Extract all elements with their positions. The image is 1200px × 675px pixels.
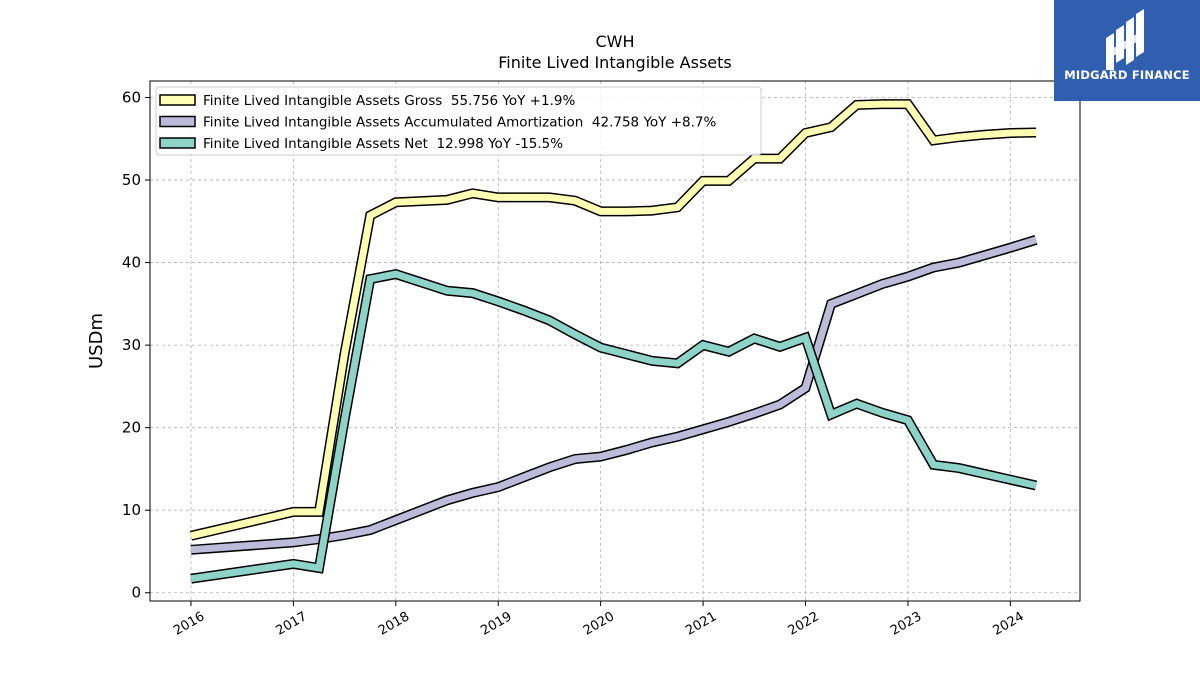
y-tick-label: 50 <box>122 171 141 189</box>
legend-label-2: Finite Lived Intangible Assets Net 12.99… <box>203 136 563 152</box>
x-tick-label: 2024 <box>991 609 1027 639</box>
series-outline-0 <box>189 99 1037 541</box>
y-tick-label: 0 <box>131 584 141 602</box>
x-tick-label: 2018 <box>376 609 412 639</box>
series-line-0 <box>190 100 1037 540</box>
legend-box <box>155 86 762 156</box>
y-tick-label: 10 <box>122 501 141 519</box>
chart-title: CWH <box>595 32 634 51</box>
logo-text: MIDGARD FINANCE <box>1064 68 1190 82</box>
plot-frame <box>149 80 1081 602</box>
x-tick-label: 2016 <box>171 609 207 639</box>
legend: Finite Lived Intangible Assets Gross 55.… <box>155 86 762 156</box>
y-tick-label: 40 <box>122 254 141 272</box>
x-tick-label: 2023 <box>888 609 924 639</box>
legend-swatch-0 <box>159 94 196 106</box>
x-tick-label: 2022 <box>786 609 822 639</box>
y-tick-label: 60 <box>122 89 141 107</box>
legend-label-0: Finite Lived Intangible Assets Gross 55.… <box>203 93 575 109</box>
series-line-2 <box>190 270 1037 583</box>
x-tick-label: 2021 <box>683 609 719 639</box>
x-tick-label: 2020 <box>581 609 617 639</box>
y-tick-label: 20 <box>122 419 141 437</box>
x-tick-label: 2017 <box>274 609 310 639</box>
y-axis-label: USDm <box>86 313 107 369</box>
logo-mark-icon <box>1106 9 1144 70</box>
legend-swatch-2 <box>159 137 196 149</box>
series-lines <box>189 99 1038 584</box>
grid <box>150 81 1080 601</box>
axes: 0 10 20 30 40 50 60 2016 2017 2018 2019 2020 2021 202… <box>122 89 1027 639</box>
chart-subtitle: Finite Lived Intangible Assets <box>498 53 731 72</box>
legend-label-1: Finite Lived Intangible Assets Accumulat… <box>203 115 716 131</box>
x-tick-label: 2019 <box>478 609 514 639</box>
y-tick-label: 30 <box>122 336 141 354</box>
midgard-finance-logo: MIDGARD FINANCE <box>1054 0 1200 101</box>
series-line-1 <box>190 236 1038 554</box>
legend-swatch-1 <box>159 115 196 128</box>
